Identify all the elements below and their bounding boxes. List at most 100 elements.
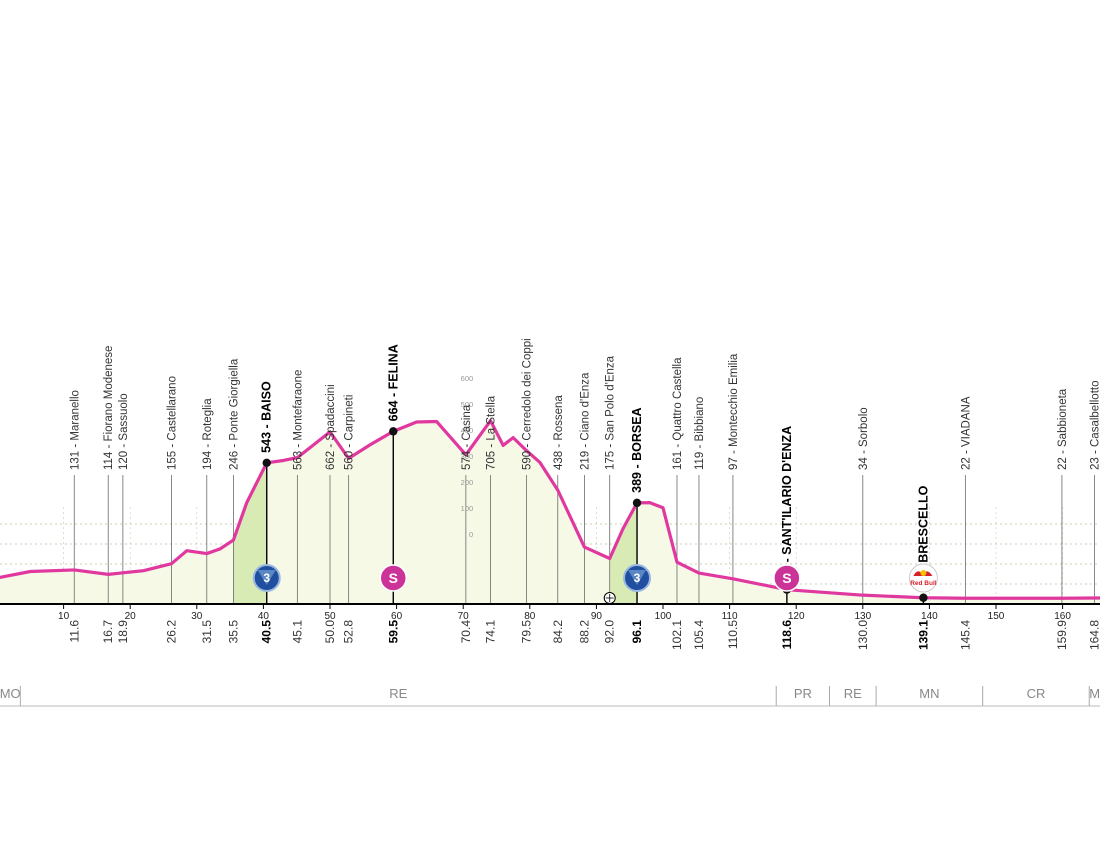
place-label: 120 - Sassuolo xyxy=(118,393,130,470)
altitude-tick: 200 xyxy=(461,478,474,487)
place-label: 24 - BRESCELLO xyxy=(916,485,930,587)
place-label: 131 - Maranello xyxy=(69,390,81,470)
place-label: 438 - Rossena xyxy=(553,395,565,470)
place-distance: 50.0 xyxy=(323,620,337,644)
province-label: RE xyxy=(844,686,862,701)
place-distance: 88.2 xyxy=(577,620,591,644)
province-label: MO xyxy=(0,686,21,701)
x-tick-label: 100 xyxy=(655,611,672,622)
sprint-icon xyxy=(379,564,408,592)
province-label: MN xyxy=(919,686,939,701)
place-stems xyxy=(73,431,1095,604)
place-label: 119 - Bibbiano xyxy=(694,397,706,470)
x-tick-label: 150 xyxy=(988,611,1005,622)
x-tick-label: 130 xyxy=(854,611,871,622)
x-tick-label: 30 xyxy=(191,611,203,622)
place-distance: 40.5 xyxy=(260,620,274,644)
place-distances: 11.6 16.7 18.9 26.2 31.5 35.5 40.5 45.1 50.0 52.8… xyxy=(67,620,1100,650)
sprint-label: S xyxy=(389,570,398,586)
place-label: 114 - Fiorano Modenese xyxy=(103,346,115,470)
place-label: 246 - Ponte Giorgiella xyxy=(228,358,240,470)
markers: 3 S 3 S Red Bull xyxy=(252,563,938,604)
x-tick-label: 140 xyxy=(921,611,938,622)
place-label: 590 - Cerredolo dei Coppi xyxy=(521,338,533,470)
altitude-tick: 300 xyxy=(461,452,474,461)
place-label: 34 - Sorbolo xyxy=(858,407,870,470)
altitude-tick: 0 xyxy=(469,530,473,539)
province-label: RE xyxy=(389,686,407,701)
x-tick-label: 60 xyxy=(391,611,403,622)
place-label: 23 - Casalbellotto xyxy=(1090,381,1100,471)
place-distance: 164.8 xyxy=(1088,620,1100,650)
place-distance: 145.4 xyxy=(958,620,972,650)
place-label: 194 - Roteglia xyxy=(202,398,214,470)
place-distance: 18.9 xyxy=(116,620,130,644)
place-distance: 74.1 xyxy=(484,620,498,644)
profile-line xyxy=(0,419,1100,600)
x-tick-label: 90 xyxy=(591,611,603,622)
place-distance: 102.1 xyxy=(670,620,684,650)
province-label: CR xyxy=(1027,686,1046,701)
place-dot xyxy=(919,593,928,602)
place-label: 662 - Spadaccini xyxy=(325,384,337,470)
distance-axis: 10 20 30 40 50 60 70 80 90 100 110 120 130 140 150 160 xyxy=(0,603,1100,622)
province-label: PR xyxy=(794,686,812,701)
redbull-sun xyxy=(920,570,927,576)
place-dot xyxy=(389,427,398,436)
place-label: 574 - Casina xyxy=(461,404,473,470)
place-label: 563 - Montefaraone xyxy=(292,370,304,470)
place-label: 22 - VIADANA xyxy=(960,396,972,470)
place-distance: 11.6 xyxy=(67,620,81,643)
place-distance: 118.6 xyxy=(780,620,794,650)
province-strip: MO RE PR RE MN CR M xyxy=(0,686,1100,707)
place-label: 560 - Carpineti xyxy=(344,395,356,470)
place-label: 175 - San Polo d'Enza xyxy=(605,355,617,470)
place-distance: 92.0 xyxy=(603,620,617,644)
place-label: 155 - Castellarano xyxy=(166,376,178,470)
x-tick-label: 70 xyxy=(458,611,470,622)
place-label: 219 - Ciano d'Enza xyxy=(579,372,591,470)
place-label: 22 - Sabbioneta xyxy=(1057,388,1069,470)
redbull-km-icon xyxy=(908,563,938,593)
x-tick-label: 50 xyxy=(324,611,336,622)
place-distance: 70.4 xyxy=(459,620,473,644)
province-label: M xyxy=(1089,686,1100,701)
place-distance: 84.2 xyxy=(551,620,565,644)
sprint-label: S xyxy=(782,570,791,586)
altitude-tick: 400 xyxy=(461,426,474,435)
gpm-triangle xyxy=(257,570,276,585)
altitude-tick: 100 xyxy=(461,504,474,513)
place-labels: 131 - Maranello 114 - Fiorano Modenese 120… xyxy=(69,338,1100,587)
x-tick-label: 120 xyxy=(788,611,805,622)
place-distance: 130.0 xyxy=(856,620,870,650)
place-distance: 110.5 xyxy=(726,620,740,649)
place-distance: 159.9 xyxy=(1055,620,1069,650)
altitude-tick: 500 xyxy=(461,400,474,409)
place-dot xyxy=(632,498,642,508)
place-label: 664 - FELINA xyxy=(386,344,400,421)
gpm-label: 3 xyxy=(634,571,641,585)
place-label: 705 - La Stella xyxy=(486,395,498,470)
gpm-triangle xyxy=(628,570,647,585)
place-distance: 35.5 xyxy=(226,620,240,644)
place-distance: 45.1 xyxy=(290,620,304,644)
x-tick-label: 80 xyxy=(524,611,536,622)
place-distance: 52.8 xyxy=(342,620,356,644)
place-label: 55 - SANT'ILARIO D'ENZA xyxy=(780,426,794,580)
x-tick-label: 40 xyxy=(258,611,270,622)
place-label: 543 - BAISO xyxy=(260,381,274,453)
place-label: 389 - BORSEA xyxy=(630,407,644,492)
place-label: 161 - Quattro Castella xyxy=(672,357,684,470)
altitude-tick: 600 xyxy=(461,374,474,383)
sprint-icon xyxy=(773,564,801,592)
altitude-scale: 0 100 200 300 400 500 600 xyxy=(461,374,474,539)
place-distance: 26.2 xyxy=(164,620,178,644)
place-label: 97 - Montecchio Emilia xyxy=(728,353,740,470)
place-distance: 16.7 xyxy=(101,620,115,644)
place-distance: 96.1 xyxy=(630,620,644,644)
place-distance: 139.1 xyxy=(916,620,930,650)
place-distance: 31.5 xyxy=(200,620,214,644)
place-distance: 105.4 xyxy=(692,620,706,650)
place-distance: 79.5 xyxy=(519,620,533,644)
x-tick-label: 10 xyxy=(58,611,70,622)
